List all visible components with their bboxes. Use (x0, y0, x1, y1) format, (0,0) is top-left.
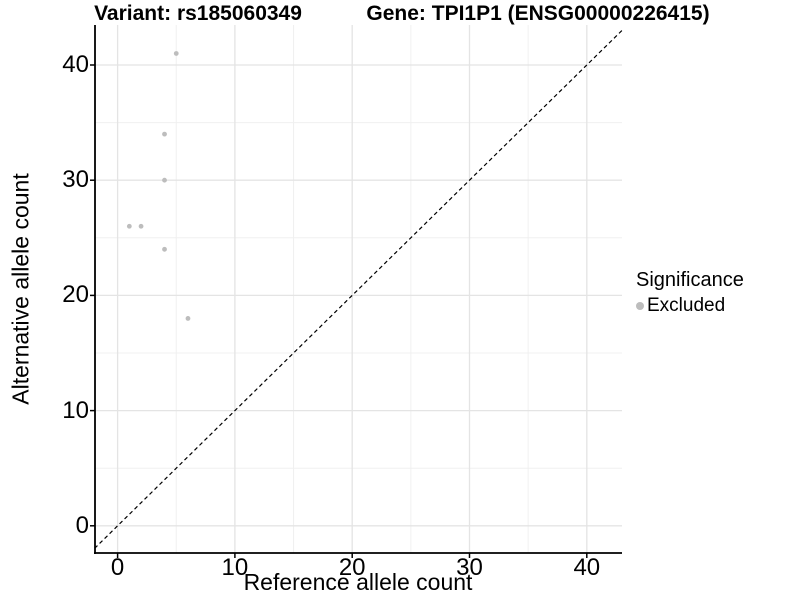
data-point (173, 51, 179, 56)
legend-entry: Excluded (636, 295, 744, 317)
y-tick-label: 0 (75, 511, 89, 539)
x-tick-label: 40 (573, 554, 601, 581)
x-tick-label: 20 (338, 554, 366, 581)
data-point (162, 177, 167, 183)
data-point (138, 223, 144, 229)
plot-title-gene: Gene: TPI1P1 (ENSG00000226415) (366, 2, 710, 25)
data-point (185, 316, 191, 321)
legend-title: Significance (636, 269, 744, 291)
legend-point-icon (636, 302, 644, 311)
legend-entry-label: Excluded (647, 295, 726, 316)
data-point (126, 223, 132, 229)
identity-line (94, 30, 623, 549)
y-axis-title: Alternative allele count (7, 173, 34, 405)
x-tick-label: 30 (456, 554, 483, 581)
data-point (162, 131, 167, 137)
plot-title-variant: Variant: rs185060349 (94, 2, 302, 25)
x-tick-label: 0 (110, 554, 125, 581)
legend: Significance Excluded (636, 268, 744, 317)
y-tick-label: 10 (62, 396, 89, 424)
y-tick-label: 20 (62, 281, 89, 309)
x-tick-label: 10 (221, 554, 249, 581)
x-axis-title: Reference allele count (243, 569, 473, 595)
data-point (162, 246, 167, 252)
y-tick-label: 30 (62, 166, 89, 194)
y-tick-label: 40 (62, 51, 89, 78)
